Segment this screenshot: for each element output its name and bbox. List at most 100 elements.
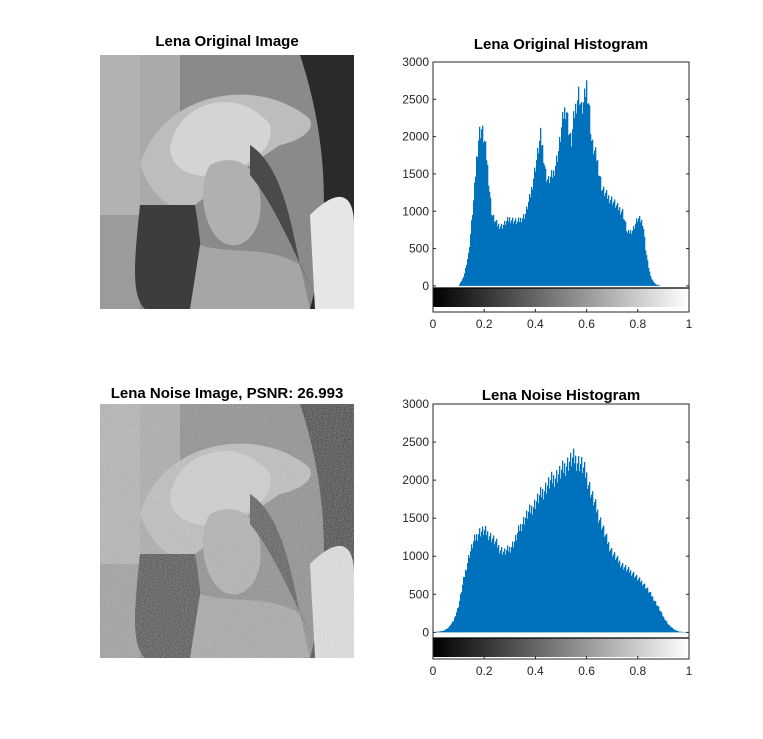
histogram-bar — [577, 463, 579, 633]
histogram-bar — [534, 167, 536, 286]
histogram-bar — [567, 457, 569, 633]
histogram-bar — [620, 214, 622, 286]
histogram-bar — [546, 493, 548, 633]
histogram-bar — [497, 547, 499, 633]
histogram-bar — [477, 540, 479, 633]
histogram-bar — [537, 147, 539, 286]
histogram-bar — [498, 545, 500, 633]
histogram-bar — [557, 482, 559, 633]
histogram-bar — [533, 507, 535, 633]
histogram-bar — [568, 135, 570, 286]
y-tick-label: 3000 — [402, 397, 429, 411]
histogram-bar — [556, 470, 558, 633]
histogram-bar — [530, 197, 532, 286]
histogram-bar — [512, 541, 514, 633]
histogram-bar — [494, 222, 496, 286]
histogram-bar — [446, 628, 448, 633]
histogram-bar — [477, 157, 479, 286]
histogram-bar — [502, 228, 504, 286]
histogram-bar — [506, 550, 508, 633]
histogram-bar — [460, 594, 462, 633]
histogram-bar — [476, 156, 478, 286]
histogram-bar — [586, 472, 588, 633]
histogram-bar — [456, 612, 458, 633]
histogram-bar — [629, 233, 631, 286]
histogram-bar — [622, 563, 624, 633]
histogram-bar — [466, 264, 468, 286]
histogram-bar — [579, 105, 581, 286]
histogram-bar — [462, 278, 464, 286]
histogram-bar — [521, 222, 523, 286]
histogram-bar — [501, 223, 503, 286]
histogram-bar — [482, 526, 484, 633]
histogram-bar — [622, 208, 624, 286]
histogram-bar — [553, 475, 555, 633]
histogram-bar — [523, 214, 525, 286]
histogram-bar — [468, 555, 470, 633]
histogram-bar — [495, 221, 497, 286]
histogram-bar — [640, 582, 642, 633]
histogram-bar — [629, 572, 631, 633]
histogram-bar — [566, 112, 568, 286]
histogram-bar — [637, 580, 639, 633]
histogram-bar — [591, 494, 593, 633]
histogram-bar — [603, 525, 605, 633]
histogram-bar — [495, 541, 497, 633]
histogram-bar — [624, 567, 626, 633]
histogram-bar — [639, 577, 641, 633]
histogram-bar — [607, 198, 609, 286]
histogram-bar — [534, 499, 536, 633]
y-tick-label: 0 — [422, 625, 429, 639]
histogram-bar — [486, 160, 488, 286]
histogram-bar — [583, 102, 585, 286]
histogram-bar — [608, 542, 610, 633]
histogram-bar — [516, 540, 518, 633]
histogram-bar — [524, 524, 526, 633]
histogram-bar — [596, 512, 598, 633]
y-tick-label: 2500 — [402, 435, 429, 449]
histogram-bar — [475, 540, 477, 633]
histogram-bar — [649, 271, 651, 286]
histogram-bar — [614, 199, 616, 286]
histogram-bar — [647, 587, 649, 633]
histogram-bar — [581, 102, 583, 286]
histogram-bar — [448, 627, 450, 633]
histogram-bar — [437, 631, 439, 633]
histogram-bar — [574, 118, 576, 286]
histogram-bar — [590, 497, 592, 633]
histogram-bar — [506, 221, 508, 286]
histogram-bar — [454, 617, 456, 633]
x-tick-label: 0.4 — [527, 317, 544, 331]
histogram-bar — [601, 190, 603, 286]
histogram-bar — [674, 629, 676, 633]
histogram-bar — [500, 226, 502, 286]
histogram-bar — [548, 477, 550, 633]
original-axes-box — [432, 61, 690, 313]
histogram-bar — [517, 221, 519, 286]
histogram-bar — [549, 183, 551, 286]
histogram-bar — [564, 463, 566, 633]
histogram-bar — [497, 226, 499, 286]
histogram-bar — [532, 514, 534, 633]
histogram-bar — [511, 220, 513, 286]
histogram-bar — [505, 225, 507, 286]
histogram-bar — [657, 284, 659, 286]
histogram-bar — [616, 205, 618, 286]
histogram-bar — [524, 219, 526, 286]
lena-original-photo — [100, 55, 354, 309]
histogram-bar — [564, 107, 566, 286]
histogram-bar — [628, 229, 630, 286]
histogram-bar — [618, 210, 620, 286]
histogram-bar — [515, 218, 517, 286]
histogram-bar — [637, 221, 639, 286]
histogram-bar — [547, 179, 549, 286]
histogram-bar — [523, 517, 525, 633]
histogram-bar — [666, 621, 668, 633]
histogram-bar — [589, 105, 591, 286]
original-image-title: Lena Original Image — [155, 33, 299, 50]
histogram-bar — [522, 218, 524, 286]
histogram-bar — [588, 103, 590, 286]
histogram-bar — [493, 214, 495, 286]
histogram-bar — [664, 619, 666, 633]
